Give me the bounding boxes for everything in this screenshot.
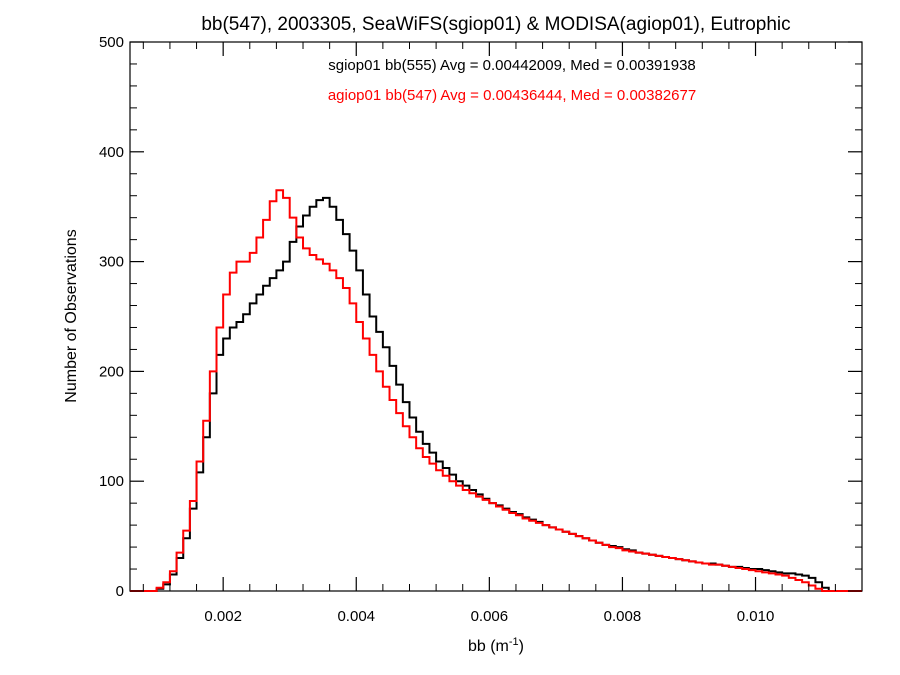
x-tick-label: 0.006 [471, 608, 509, 625]
y-tick-label: 0 [116, 583, 124, 600]
chart-title: bb(547), 2003305, SeaWiFS(sgiop01) & MOD… [201, 14, 790, 35]
annotation-agiop01: agiop01 bb(547) Avg = 0.00436444, Med = … [328, 87, 696, 104]
series-agiop01-line [130, 189, 862, 592]
x-axis-label-superscript: -1 [509, 636, 519, 648]
x-axis-label-main: bb (m [468, 638, 509, 655]
x-tick-label: 0.004 [337, 608, 375, 625]
x-axis-label-close: ) [519, 638, 524, 655]
y-tick-label: 500 [99, 34, 124, 51]
x-axis-label: bb (m-1) [468, 636, 524, 655]
series-layer [130, 189, 862, 592]
x-tick-label: 0.010 [737, 608, 775, 625]
annotation-sgiop01: sgiop01 bb(555) Avg = 0.00442009, Med = … [328, 57, 696, 74]
y-axis-label: Number of Observations [63, 229, 80, 402]
y-tick-label: 300 [99, 254, 124, 271]
y-tick-label: 200 [99, 363, 124, 380]
plot-area-frame [129, 41, 863, 592]
series-sgiop01-line [130, 196, 862, 592]
y-tick-label: 400 [99, 144, 124, 161]
axes-layer: 0 100 200 300 400 500 0.002 0.004 0.006 0.008 0.01… [99, 34, 862, 625]
x-tick-label: 0.008 [604, 608, 642, 625]
y-tick-label: 100 [99, 473, 124, 490]
x-tick-label: 0.002 [204, 608, 242, 625]
